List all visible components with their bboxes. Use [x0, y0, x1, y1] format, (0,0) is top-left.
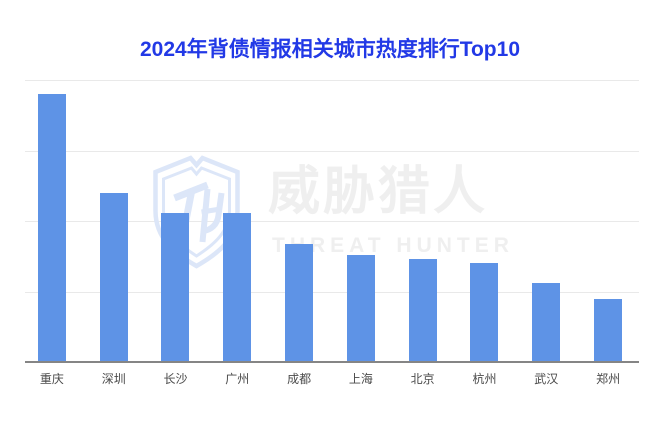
gridline [25, 221, 639, 222]
bar-slot [330, 255, 392, 362]
bar-3 [161, 213, 190, 362]
bar-8 [470, 263, 499, 362]
bar-9 [532, 283, 561, 362]
bar-slot [515, 283, 577, 362]
bar-slot [392, 259, 454, 362]
x-axis-label: 广州 [225, 372, 250, 386]
x-axis-label: 深圳 [101, 372, 126, 386]
bar-6 [346, 255, 375, 362]
x-axis-label: 北京 [410, 372, 435, 386]
x-axis-labels: 重庆 深圳 长沙 广州 成都 上海 北京 杭州 武汉 郑州 [21, 370, 639, 387]
x-axis-label: 郑州 [596, 372, 621, 386]
bar-slot [454, 263, 516, 362]
x-axis-label: 成都 [287, 372, 312, 386]
bar-2 [99, 193, 128, 362]
bar-5 [285, 244, 314, 362]
plot-area [21, 80, 639, 363]
bar-slot [21, 94, 83, 362]
chart-title: 2024年背债情报相关城市热度排行Top10 [140, 38, 520, 61]
gridline [25, 292, 639, 293]
bar-slot [268, 244, 330, 362]
gridline [25, 151, 639, 152]
x-axis-label: 上海 [348, 372, 373, 386]
bar-1 [37, 94, 66, 362]
bar-slot [206, 213, 268, 362]
x-axis-label: 武汉 [534, 372, 559, 386]
bar-slot [577, 299, 639, 362]
x-axis-line [25, 361, 639, 363]
bar-7 [408, 259, 437, 362]
bar-4 [223, 213, 252, 362]
bars [21, 80, 639, 362]
x-axis-label: 长沙 [163, 372, 188, 386]
bar-slot [83, 193, 145, 362]
bar-slot [145, 213, 207, 362]
bar-10 [594, 299, 623, 362]
x-axis-label: 杭州 [472, 372, 497, 386]
x-axis-label: 重庆 [39, 372, 64, 386]
gridline [25, 80, 639, 81]
gridlines [25, 80, 639, 362]
